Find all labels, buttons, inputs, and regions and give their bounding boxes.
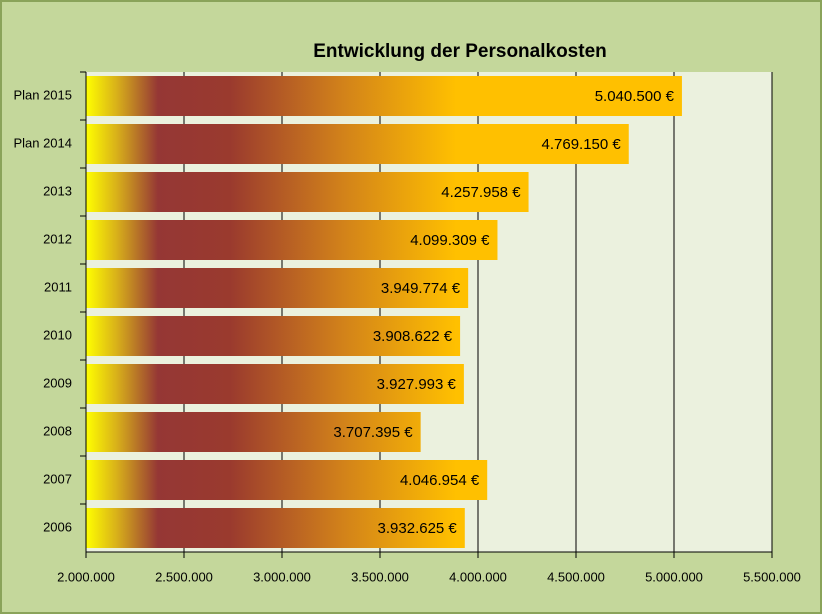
x-tick-label: 5.000.000 — [645, 569, 703, 584]
chart-title: Entwicklung der Personalkosten — [313, 41, 607, 62]
bar — [86, 268, 469, 308]
value-label: 4.099.309 € — [410, 232, 490, 249]
value-label: 4.257.958 € — [441, 184, 521, 201]
x-tick-label: 3.000.000 — [253, 569, 311, 584]
value-label: 3.932.625 € — [378, 520, 458, 537]
y-tick-label: 2006 — [43, 519, 72, 534]
bar — [86, 124, 629, 164]
y-tick-label: 2008 — [43, 423, 72, 438]
y-tick-label: 2010 — [43, 327, 72, 342]
bar — [86, 364, 464, 404]
y-tick-label: 2007 — [43, 471, 72, 486]
x-tick-label: 4.500.000 — [547, 569, 605, 584]
bar — [86, 316, 461, 356]
bar — [86, 172, 529, 212]
value-label: 3.927.993 € — [377, 376, 457, 393]
bar — [86, 412, 421, 452]
value-label: 3.707.395 € — [333, 424, 413, 441]
x-tick-label: 2.000.000 — [57, 569, 115, 584]
x-tick-label: 5.500.000 — [743, 569, 801, 584]
bar — [86, 508, 465, 548]
y-tick-label: Plan 2015 — [13, 87, 72, 102]
x-tick-label: 2.500.000 — [155, 569, 213, 584]
y-tick-label: 2012 — [43, 231, 72, 246]
value-label: 4.046.954 € — [400, 472, 480, 489]
y-tick-label: 2011 — [44, 279, 72, 294]
y-tick-label: 2013 — [43, 183, 72, 198]
x-tick-label: 3.500.000 — [351, 569, 409, 584]
x-tick-label: 4.000.000 — [449, 569, 507, 584]
y-tick-label: 2009 — [43, 375, 72, 390]
bar — [86, 76, 682, 116]
bar — [86, 460, 488, 500]
bar — [86, 220, 498, 260]
value-label: 4.769.150 € — [542, 136, 622, 153]
value-label: 3.908.622 € — [373, 328, 453, 345]
y-tick-label: Plan 2014 — [13, 135, 72, 150]
value-label: 5.040.500 € — [595, 88, 675, 105]
value-label: 3.949.774 € — [381, 280, 461, 297]
